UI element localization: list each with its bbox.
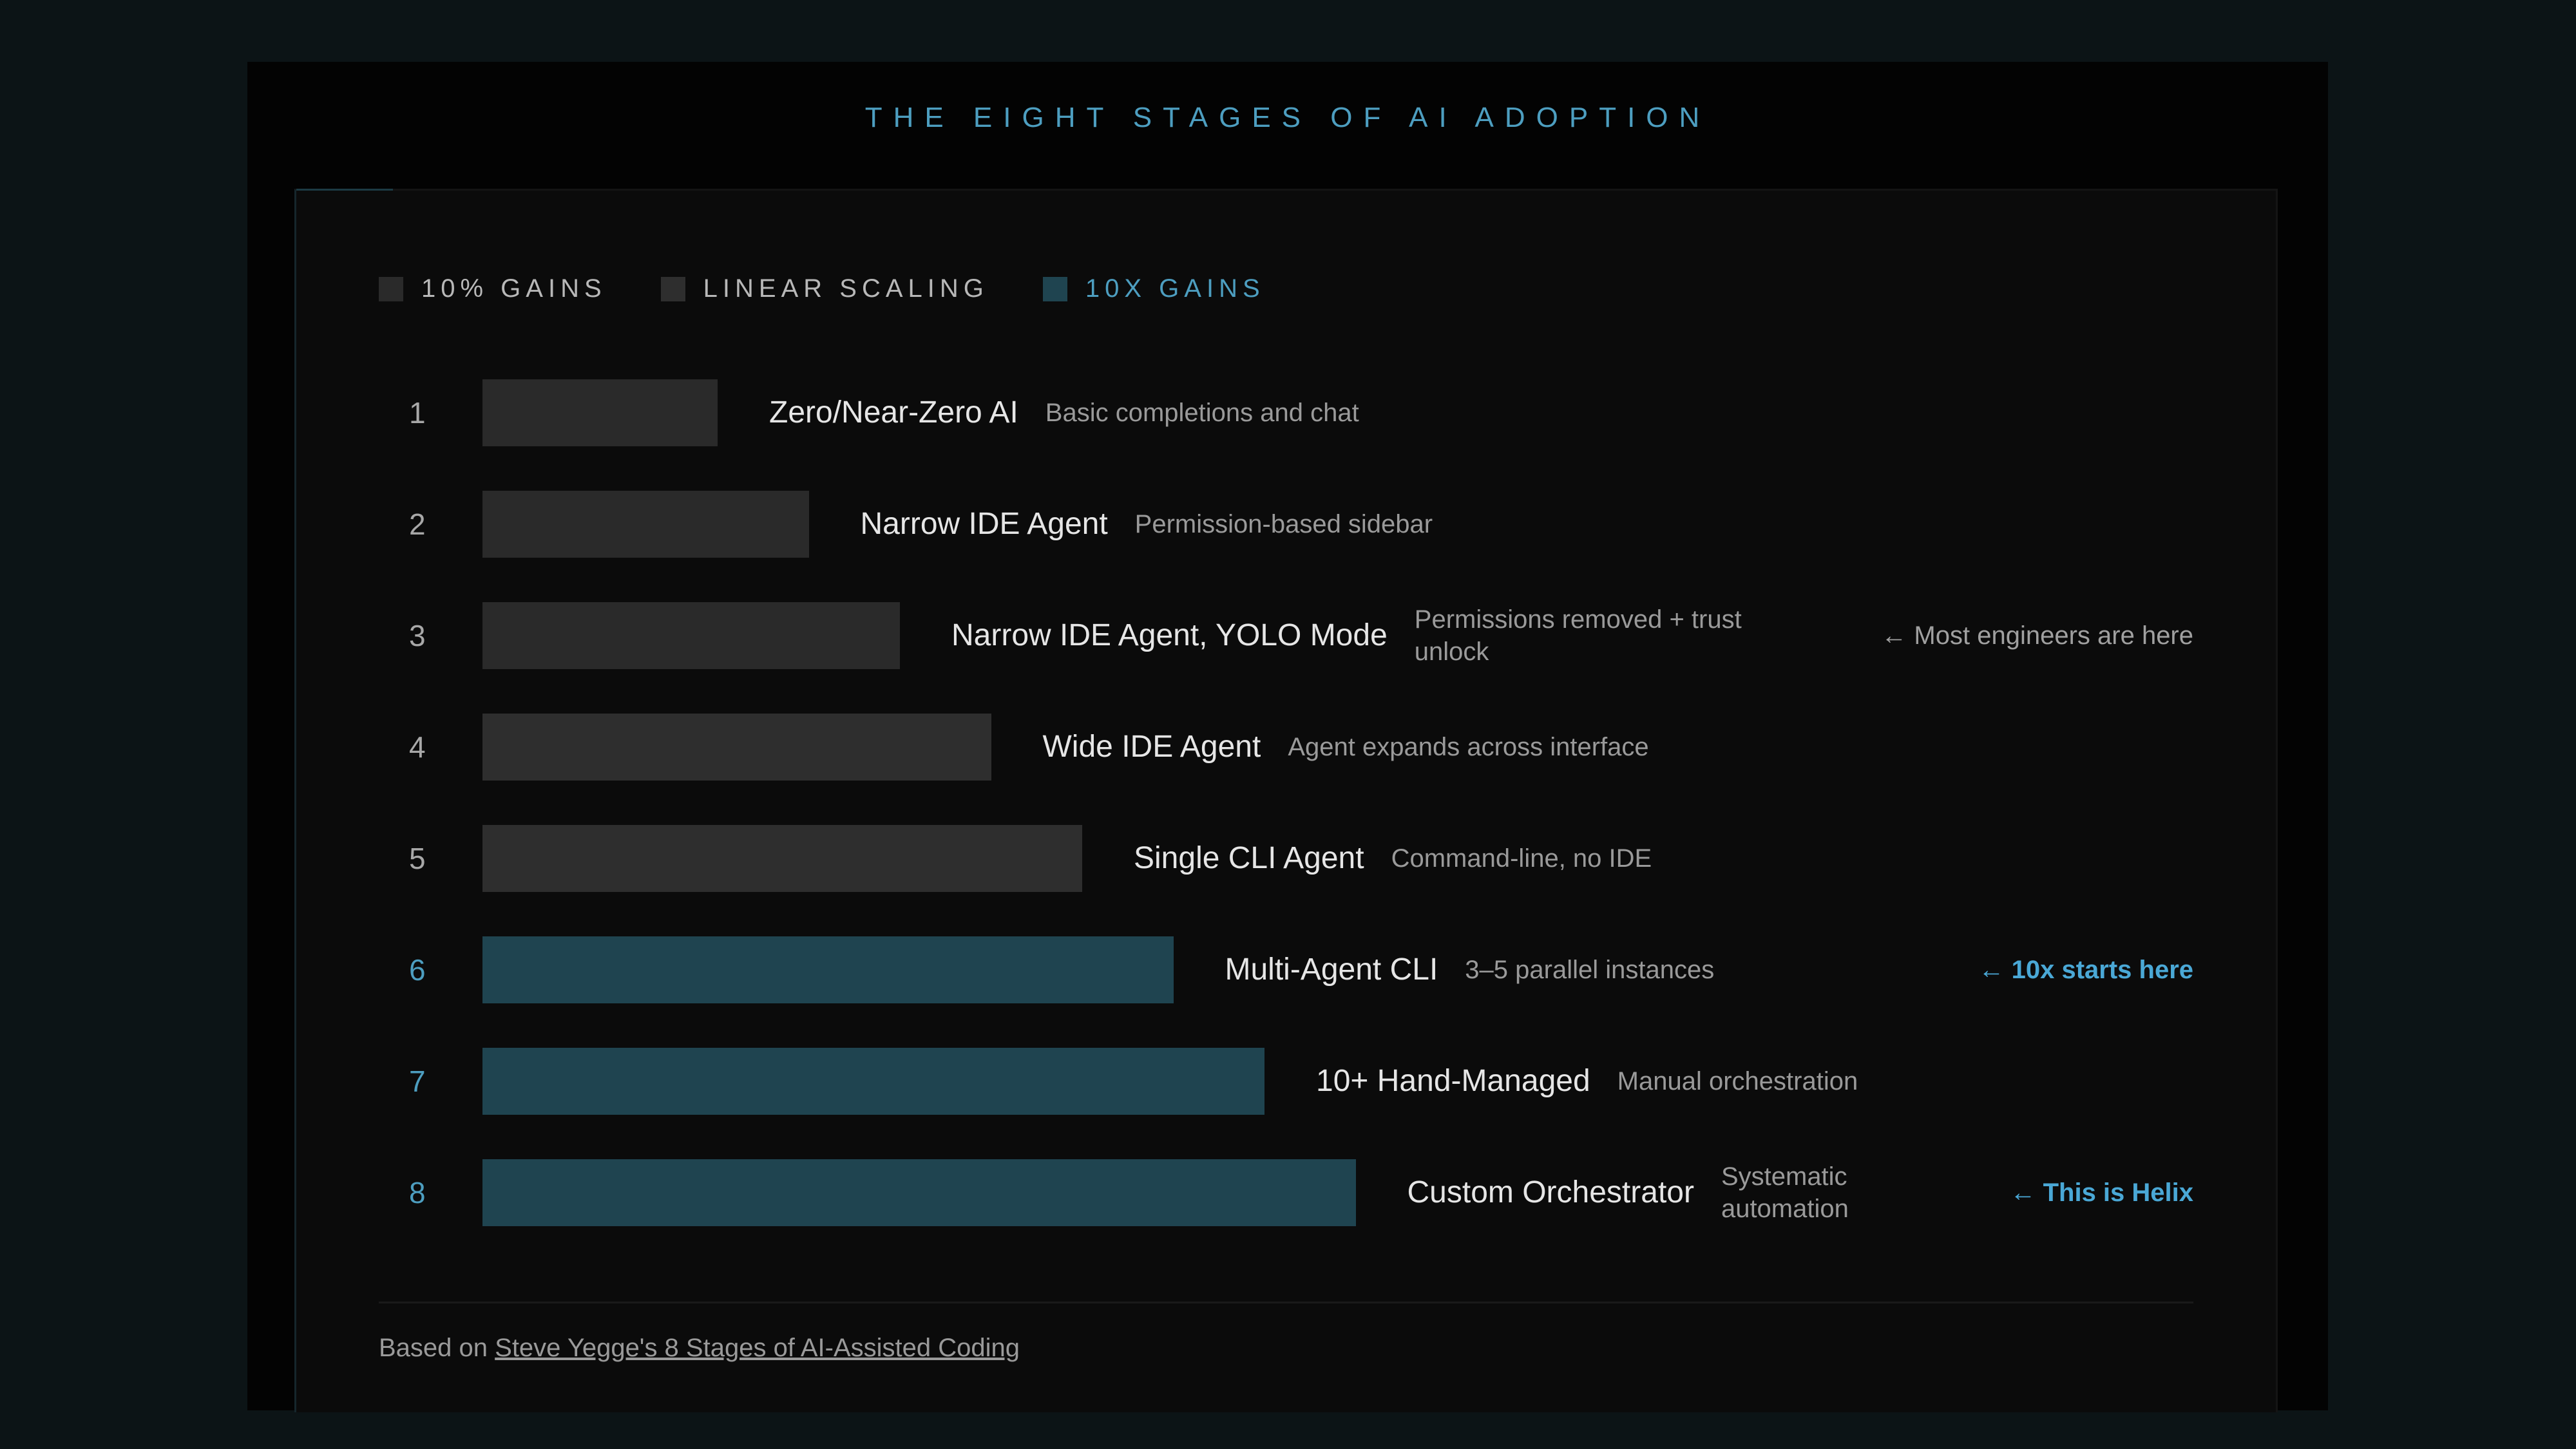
card-accent-line (296, 189, 393, 191)
legend-label: 10X GAINS (1085, 274, 1265, 303)
stage-number: 8 (409, 1176, 426, 1209)
stage-description: Agent expands across interface (1288, 733, 1649, 761)
stage-annotation: ← This is Helix (2010, 1179, 2193, 1207)
legend: 10% GAINS LINEAR SCALING 10X GAINS (379, 274, 1319, 303)
footer: Based on Steve Yegge's 8 Stages of AI-As… (379, 1334, 1020, 1363)
stage-name: Wide IDE Agent (1042, 730, 1261, 764)
stage-description: 3–5 parallel instances (1465, 956, 1715, 984)
source-link[interactable]: Steve Yegge's 8 Stages of AI-Assisted Co… (495, 1334, 1020, 1362)
bar-row: 4 Wide IDE Agent Agent expands across inte… (296, 714, 2276, 781)
stage-bar (482, 602, 900, 669)
stage-bar (482, 491, 809, 558)
stage-number: 6 (409, 953, 426, 987)
divider (379, 1302, 2193, 1303)
bar-row: 7 10+ Hand-Managed Manual orchestration (296, 1048, 2276, 1115)
bar-row: 2 Narrow IDE Agent Permission-based sideba… (296, 491, 2276, 558)
stage-number: 5 (409, 842, 426, 875)
stage-number: 4 (409, 730, 426, 764)
stage-description: Permission-based sidebar (1134, 510, 1433, 538)
stage-description: Command-line, no IDE (1391, 844, 1652, 873)
stage-name: Single CLI Agent (1134, 841, 1364, 875)
stage-annotation: ← Most engineers are here (1881, 621, 2193, 650)
bar-row: 3 Narrow IDE Agent, YOLO Mode Permissions … (296, 602, 2276, 669)
chart-card: 10% GAINS LINEAR SCALING 10X GAINS 1 Zero/N… (294, 189, 2278, 1412)
stage-name: Narrow IDE Agent, YOLO Mode (951, 618, 1388, 652)
stage-number: 2 (409, 507, 426, 541)
stage-annotation: ← 10x starts here (1978, 956, 2193, 984)
stage-description: Manual orchestration (1617, 1067, 1858, 1095)
stage-bar (482, 379, 718, 446)
bar-row: 5 Single CLI Agent Command-line, no IDE (296, 825, 2276, 892)
footer-prefix: Based on (379, 1334, 495, 1362)
stage-bar (482, 825, 1082, 892)
chart-panel: THE EIGHT STAGES OF AI ADOPTION 10% GAIN… (247, 62, 2328, 1412)
legend-item: 10X GAINS (1042, 274, 1265, 303)
stage-name: Custom Orchestrator (1407, 1175, 1694, 1209)
stage-name: Zero/Near-Zero AI (769, 395, 1018, 430)
stage-number: 1 (409, 396, 426, 430)
legend-label: LINEAR SCALING (703, 274, 989, 303)
stage-description: Systematic automation (1721, 1162, 1849, 1223)
stage-bar (482, 1048, 1264, 1115)
legend-swatch (660, 276, 685, 301)
legend-item: 10% GAINS (379, 274, 607, 303)
legend-label: 10% GAINS (421, 274, 607, 303)
bar-row: 8 Custom Orchestrator Systematic automatio… (296, 1159, 2276, 1226)
stage-bar (482, 1159, 1356, 1226)
bar-row: 1 Zero/Near-Zero AI Basic completions and … (296, 379, 2276, 446)
stage-number: 3 (409, 619, 426, 652)
stage-description: Basic completions and chat (1045, 399, 1359, 427)
legend-item: LINEAR SCALING (660, 274, 989, 303)
stage-name: 10+ Hand-Managed (1316, 1064, 1590, 1098)
stage-bar (482, 714, 991, 781)
chart-title: THE EIGHT STAGES OF AI ADOPTION (864, 102, 1711, 133)
stage-name: Multi-Agent CLI (1225, 952, 1438, 987)
stage-description: Permissions removed + trust unlock (1414, 605, 1742, 666)
stage-number: 7 (409, 1065, 426, 1098)
legend-swatch (379, 276, 403, 301)
bar-rows: 1 Zero/Near-Zero AI Basic completions and … (296, 191, 2276, 1412)
stage-name: Narrow IDE Agent (860, 507, 1108, 541)
stage-bar (482, 936, 1174, 1003)
legend-swatch (1042, 276, 1067, 301)
bar-row: 6 Multi-Agent CLI 3–5 parallel instances ← … (296, 936, 2276, 1003)
